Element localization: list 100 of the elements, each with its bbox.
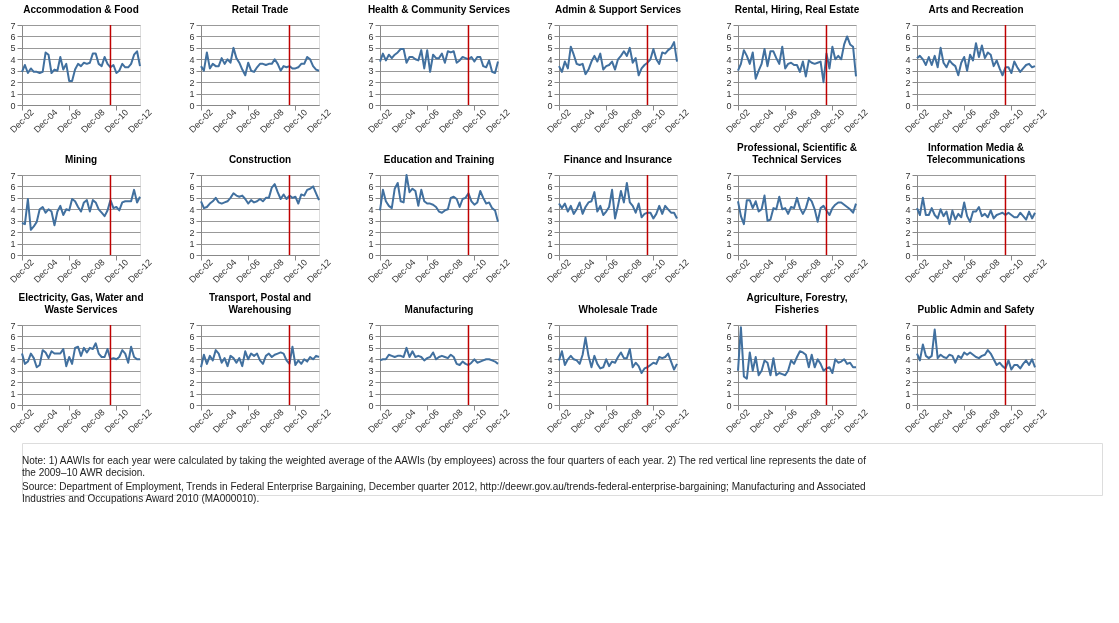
y-tick-label: 3 <box>10 216 16 227</box>
y-tick-label: 4 <box>10 204 16 215</box>
y-tick-label: 0 <box>547 100 553 111</box>
y-tick-label: 5 <box>905 193 911 204</box>
y-tick-label: 5 <box>189 343 195 354</box>
y-tick-label: 6 <box>905 331 911 342</box>
y-tick-label: 2 <box>726 377 732 388</box>
y-tick-label: 5 <box>10 193 16 204</box>
y-tick-label: 1 <box>10 389 16 400</box>
y-tick-label: 0 <box>10 400 16 411</box>
y-tick-label: 2 <box>368 227 374 238</box>
y-tick-label: 4 <box>189 204 195 215</box>
y-tick-label: 4 <box>726 54 732 65</box>
y-tick-label: 3 <box>368 366 374 377</box>
y-tick-label: 5 <box>10 43 16 54</box>
y-tick-label: 2 <box>368 77 374 88</box>
y-tick-label: 3 <box>189 216 195 227</box>
y-tick-label: 2 <box>368 377 374 388</box>
y-tick-label: 2 <box>905 227 911 238</box>
y-tick-label: 1 <box>726 239 732 250</box>
chart-title: Mining <box>64 154 98 165</box>
y-tick-label: 3 <box>368 216 374 227</box>
y-tick-label: 0 <box>547 250 553 261</box>
y-tick-label: 0 <box>726 100 732 111</box>
y-tick-label: 4 <box>547 54 553 65</box>
y-tick-label: 3 <box>189 66 195 77</box>
y-tick-label: 1 <box>368 89 374 100</box>
chart-title: Education and Training <box>383 154 495 165</box>
chart-title: Accommodation & Food <box>23 4 139 15</box>
y-tick-label: 0 <box>189 100 195 111</box>
y-tick-label: 3 <box>10 66 16 77</box>
y-tick-label: 5 <box>905 43 911 54</box>
y-tick-label: 0 <box>368 250 374 261</box>
y-tick-label: 3 <box>726 216 732 227</box>
line-series <box>558 182 678 220</box>
y-tick-label: 1 <box>189 389 195 400</box>
y-tick-label: 4 <box>368 204 374 215</box>
y-tick-label: 7 <box>368 170 374 181</box>
chart-title: Transport, Postal and Warehousing <box>208 292 312 315</box>
line-series <box>200 183 320 210</box>
y-tick-label: 2 <box>10 77 16 88</box>
y-tick-label: 5 <box>547 43 553 54</box>
y-tick-label: 2 <box>189 227 195 238</box>
chart-title: Finance and Insurance <box>563 154 673 165</box>
y-tick-label: 3 <box>726 366 732 377</box>
y-tick-label: 7 <box>726 170 732 181</box>
y-tick-label: 0 <box>726 250 732 261</box>
line-series <box>379 346 499 366</box>
y-tick-label: 4 <box>368 54 374 65</box>
line-series <box>558 336 678 374</box>
chart-title: Wholesale Trade <box>578 304 658 315</box>
y-tick-label: 4 <box>189 54 195 65</box>
y-tick-label: 4 <box>189 354 195 365</box>
y-tick-label: 0 <box>368 400 374 411</box>
chart-title: Health & Community Services <box>367 4 511 15</box>
line-series <box>21 50 141 82</box>
chart-title: Professional, Scientific & Technical Services <box>736 142 858 165</box>
line-series <box>737 326 857 380</box>
y-tick-label: 0 <box>10 100 16 111</box>
chart-title: Admin & Support Services <box>554 4 682 15</box>
y-tick-label: 3 <box>547 216 553 227</box>
y-tick-label: 7 <box>189 20 195 31</box>
y-tick-label: 2 <box>547 377 553 388</box>
y-tick-label: 0 <box>547 400 553 411</box>
chart-title: Information Media & Telecommunications <box>926 142 1026 165</box>
text: Note: 1) AAWIs for each year were calculated by taking the weighted average of the AAWIs (by employees) across the four quarters of each year. 2) The red vertical line represents the date of the 2009–10 AWR decision. <box>22 455 867 478</box>
y-tick-label: 4 <box>547 354 553 365</box>
y-tick-label: 2 <box>189 77 195 88</box>
y-tick-label: 6 <box>905 31 911 42</box>
y-tick-label: 6 <box>726 331 732 342</box>
y-tick-label: 5 <box>726 193 732 204</box>
y-tick-label: 7 <box>368 320 374 331</box>
y-tick-label: 3 <box>905 216 911 227</box>
y-tick-label: 7 <box>547 170 553 181</box>
y-tick-label: 4 <box>905 354 911 365</box>
y-tick-label: 5 <box>189 193 195 204</box>
y-tick-label: 6 <box>189 331 195 342</box>
chart-title: Public Admin and Safety <box>917 304 1035 315</box>
y-tick-label: 1 <box>10 239 16 250</box>
y-tick-label: 6 <box>10 181 16 192</box>
y-tick-label: 6 <box>10 31 16 42</box>
y-tick-label: 5 <box>726 343 732 354</box>
y-tick-label: 3 <box>189 366 195 377</box>
y-tick-label: 5 <box>368 43 374 54</box>
y-tick-label: 2 <box>547 227 553 238</box>
y-tick-label: 1 <box>726 389 732 400</box>
y-tick-label: 5 <box>547 343 553 354</box>
y-tick-label: 2 <box>10 227 16 238</box>
y-tick-label: 6 <box>726 31 732 42</box>
y-tick-label: 3 <box>547 66 553 77</box>
y-tick-label: 4 <box>10 354 16 365</box>
y-tick-label: 5 <box>368 193 374 204</box>
y-tick-label: 6 <box>368 331 374 342</box>
y-tick-label: 7 <box>189 320 195 331</box>
line-series <box>737 194 857 226</box>
y-tick-label: 3 <box>10 366 16 377</box>
line-series <box>21 342 141 369</box>
y-tick-label: 1 <box>189 89 195 100</box>
line-series <box>558 41 678 77</box>
y-tick-label: 5 <box>547 193 553 204</box>
